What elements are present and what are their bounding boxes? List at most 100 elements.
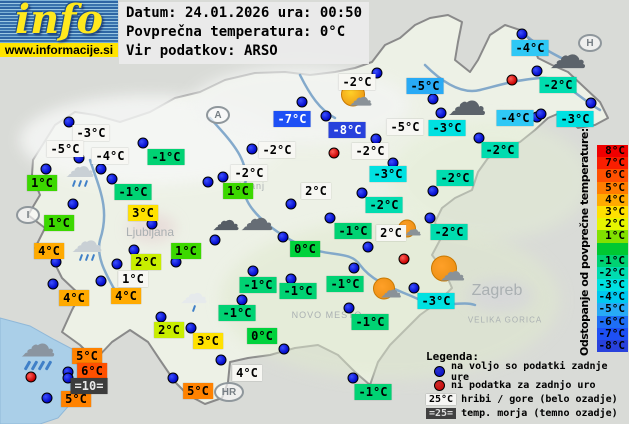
station-dot-data-available: [435, 107, 447, 119]
date-line: Datum: 24.01.2026 ura: 00:50: [126, 5, 363, 21]
info-panel: Datum: 24.01.2026 ura: 00:50 Povprečna t…: [119, 2, 370, 64]
scale-cell: 5°C: [597, 181, 628, 194]
station-dot-data-available: [585, 97, 597, 109]
dark-clouds-icon: ☁☁: [212, 199, 274, 239]
station-dot-data-available: [95, 163, 107, 175]
station-dot-data-available: [347, 372, 359, 384]
station-dot-no-data: [25, 371, 37, 383]
scale-cell: 7°C: [597, 157, 628, 170]
scale-cell: 1°C: [597, 230, 628, 243]
station-dot-data-available: [40, 163, 52, 175]
station-temperature-label: -3°C: [369, 166, 407, 182]
scale-cell: -3°C: [597, 278, 628, 292]
station-temperature-label: 5°C: [183, 383, 213, 399]
station-temperature-label: -1°C: [147, 149, 185, 165]
legend-row: na voljo so podatki zadnje ure: [426, 361, 629, 383]
legend-chip-sea: =25=: [426, 408, 457, 419]
station-temperature-label: -3°C: [417, 293, 455, 309]
lowland-terrain: [390, 120, 590, 240]
station-temperature-label: 1°C: [44, 215, 74, 231]
logo-brand-text: info: [14, 0, 104, 43]
legend-blue-dot: [434, 366, 445, 377]
station-dot-data-available: [185, 322, 197, 334]
station-dot-data-available: [247, 265, 259, 277]
legend-row-text: hribi / gore (belo ozadje): [461, 394, 618, 405]
scale-cell: 3°C: [597, 205, 628, 219]
station-dot-data-available: [95, 275, 107, 287]
station-temperature-label: -1°C: [114, 184, 152, 200]
station-dot-data-available: [106, 173, 118, 185]
station-dot-no-data: [506, 74, 518, 86]
station-dot-data-available: [343, 302, 355, 314]
scale-cell: -7°C: [597, 327, 628, 340]
logo-background: info: [0, 0, 118, 43]
station-temperature-label: -2°C: [365, 197, 403, 213]
station-dot-data-available: [320, 110, 332, 122]
station-temperature-label: 1°C: [118, 271, 148, 287]
station-temperature-label: -7°C: [273, 111, 311, 127]
country-marker-a: A: [206, 106, 230, 124]
station-dot-no-data: [398, 253, 410, 265]
station-temperature-label: -5°C: [46, 141, 84, 157]
station-dot-data-available: [155, 311, 167, 323]
avg-temp-line: Povprečna temperatura: 0°C: [126, 24, 346, 40]
scale-cell: -1°C: [597, 254, 628, 267]
scale-cell: -2°C: [597, 266, 628, 280]
station-dot-data-available: [535, 108, 547, 120]
station-temperature-label: -2°C: [539, 77, 577, 93]
station-dot-data-available: [427, 185, 439, 197]
logo-url-link[interactable]: www.informacije.si: [0, 43, 118, 57]
legend-chip-mountain: 25°C: [426, 394, 457, 405]
scale-cell: 8°C: [597, 144, 628, 158]
scale-cell: 4°C: [597, 193, 628, 206]
city-label: VELIKA GORICA: [467, 315, 543, 325]
station-temperature-label: -2°C: [338, 74, 376, 90]
station-temperature-label: -1°C: [239, 277, 277, 293]
station-dot-data-available: [424, 212, 436, 224]
country-marker-i: I: [16, 206, 40, 224]
station-temperature-label: 6°C: [77, 363, 107, 379]
station-temperature-label: 4°C: [34, 243, 64, 259]
country-marker-h: H: [578, 34, 602, 52]
station-temperature-label: 2°C: [131, 254, 161, 270]
station-dot-data-available: [277, 231, 289, 243]
station-temperature-label: -8°C: [328, 122, 366, 138]
moon-with-cloud-icon: ☁: [431, 255, 465, 285]
station-temperature-label: 0°C: [247, 328, 277, 344]
station-dot-data-available: [209, 234, 221, 246]
station-dot-data-available: [408, 282, 420, 294]
scale-cell: -6°C: [597, 315, 628, 328]
scale-cell: -8°C: [597, 339, 628, 353]
lowland-terrain: [220, 220, 560, 380]
station-temperature-label: -1°C: [334, 223, 372, 239]
rain-cloud-icon: ☁: [71, 222, 103, 262]
station-temperature-label: 2°C: [376, 225, 406, 241]
legend-row: ni podatka za zadnjo uro: [426, 379, 629, 392]
station-dot-data-available: [137, 137, 149, 149]
city-label: Zagreb: [471, 282, 523, 299]
urban-area-zagreb: [468, 280, 532, 312]
station-temperature-label: -3°C: [72, 125, 110, 141]
moon-with-cloud-icon: ☁: [373, 277, 402, 303]
station-temperature-label: 3°C: [193, 333, 223, 349]
station-dot-data-available: [41, 392, 53, 404]
station-dot-data-available: [236, 294, 248, 306]
station-dot-data-available: [215, 354, 227, 366]
station-temperature-label: 1°C: [27, 175, 57, 191]
legend-red-dot: [434, 380, 445, 391]
moon-circle: [431, 255, 457, 282]
scale-cell: -5°C: [597, 303, 628, 316]
legend-row: =25= temp. morja (temno ozadje): [426, 407, 629, 420]
legend-row: 25°C hribi / gore (belo ozadje): [426, 393, 629, 406]
scale-cell: 6°C: [597, 169, 628, 182]
station-temperature-label: -2°C: [430, 224, 468, 240]
station-dot-data-available: [111, 258, 123, 270]
source-line: Vir podatkov: ARSO: [126, 43, 278, 59]
station-temperature-label: -3°C: [428, 120, 466, 136]
station-dot-data-available: [362, 241, 374, 253]
station-temperature-label: 4°C: [59, 290, 89, 306]
site-logo[interactable]: info www.informacije.si: [0, 0, 118, 57]
station-temperature-label: 0°C: [290, 241, 320, 257]
city-label: Ljubljana: [125, 225, 175, 239]
